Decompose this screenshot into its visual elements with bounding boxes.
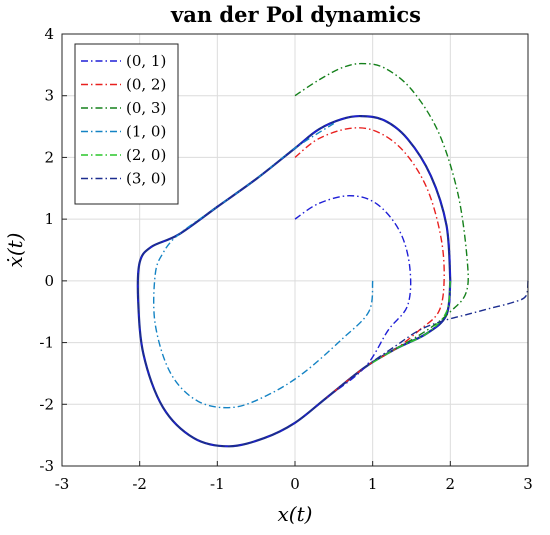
legend-label-5: (2, 0) <box>126 146 166 164</box>
y-tick-label: 0 <box>44 272 54 290</box>
trajectories <box>136 62 529 448</box>
legend-label-3: (0, 3) <box>126 99 166 117</box>
series-line-3 <box>294 62 469 350</box>
grid <box>61 33 529 467</box>
legend-label-1: (0, 1) <box>126 52 166 70</box>
y-tick-label: 4 <box>44 25 54 43</box>
x-tick-label: -2 <box>132 475 147 493</box>
series-line-2 <box>294 127 445 399</box>
series-line-5 <box>364 280 451 368</box>
y-tick-label: 3 <box>44 87 54 105</box>
legend: (0, 1) (0, 2) (0, 3) (1, 0) (2, 0) (3, 0) <box>74 43 179 205</box>
x-tick-label: 2 <box>446 475 456 493</box>
x-tick-label: 1 <box>368 475 378 493</box>
y-tick-label: 2 <box>44 148 54 166</box>
legend-box <box>74 43 179 205</box>
y-axis-label: ẋ(t) <box>3 233 27 268</box>
chart-title: van der Pol dynamics <box>170 2 421 27</box>
series-line-6 <box>137 147 529 448</box>
y-tick-label: 1 <box>44 210 54 228</box>
series-line-4 <box>153 122 374 409</box>
x-tick-label: -3 <box>55 475 70 493</box>
x-tick-label: 0 <box>290 475 300 493</box>
series-line-1 <box>137 115 452 448</box>
y-tick-label: -1 <box>39 334 54 352</box>
legend-label-6: (3, 0) <box>126 170 166 188</box>
y-ticks: -3 -2 -1 0 1 2 3 4 <box>39 25 67 475</box>
x-axis-label: x(t) <box>278 502 313 526</box>
legend-label-2: (0, 2) <box>126 76 166 94</box>
y-tick-label: -2 <box>39 395 54 413</box>
x-tick-label: -1 <box>210 475 225 493</box>
x-tick-label: 3 <box>523 475 533 493</box>
legend-label-4: (1, 0) <box>126 123 166 141</box>
y-tick-label: -3 <box>39 457 54 475</box>
x-ticks: -3 -2 -1 0 1 2 3 <box>55 461 533 493</box>
